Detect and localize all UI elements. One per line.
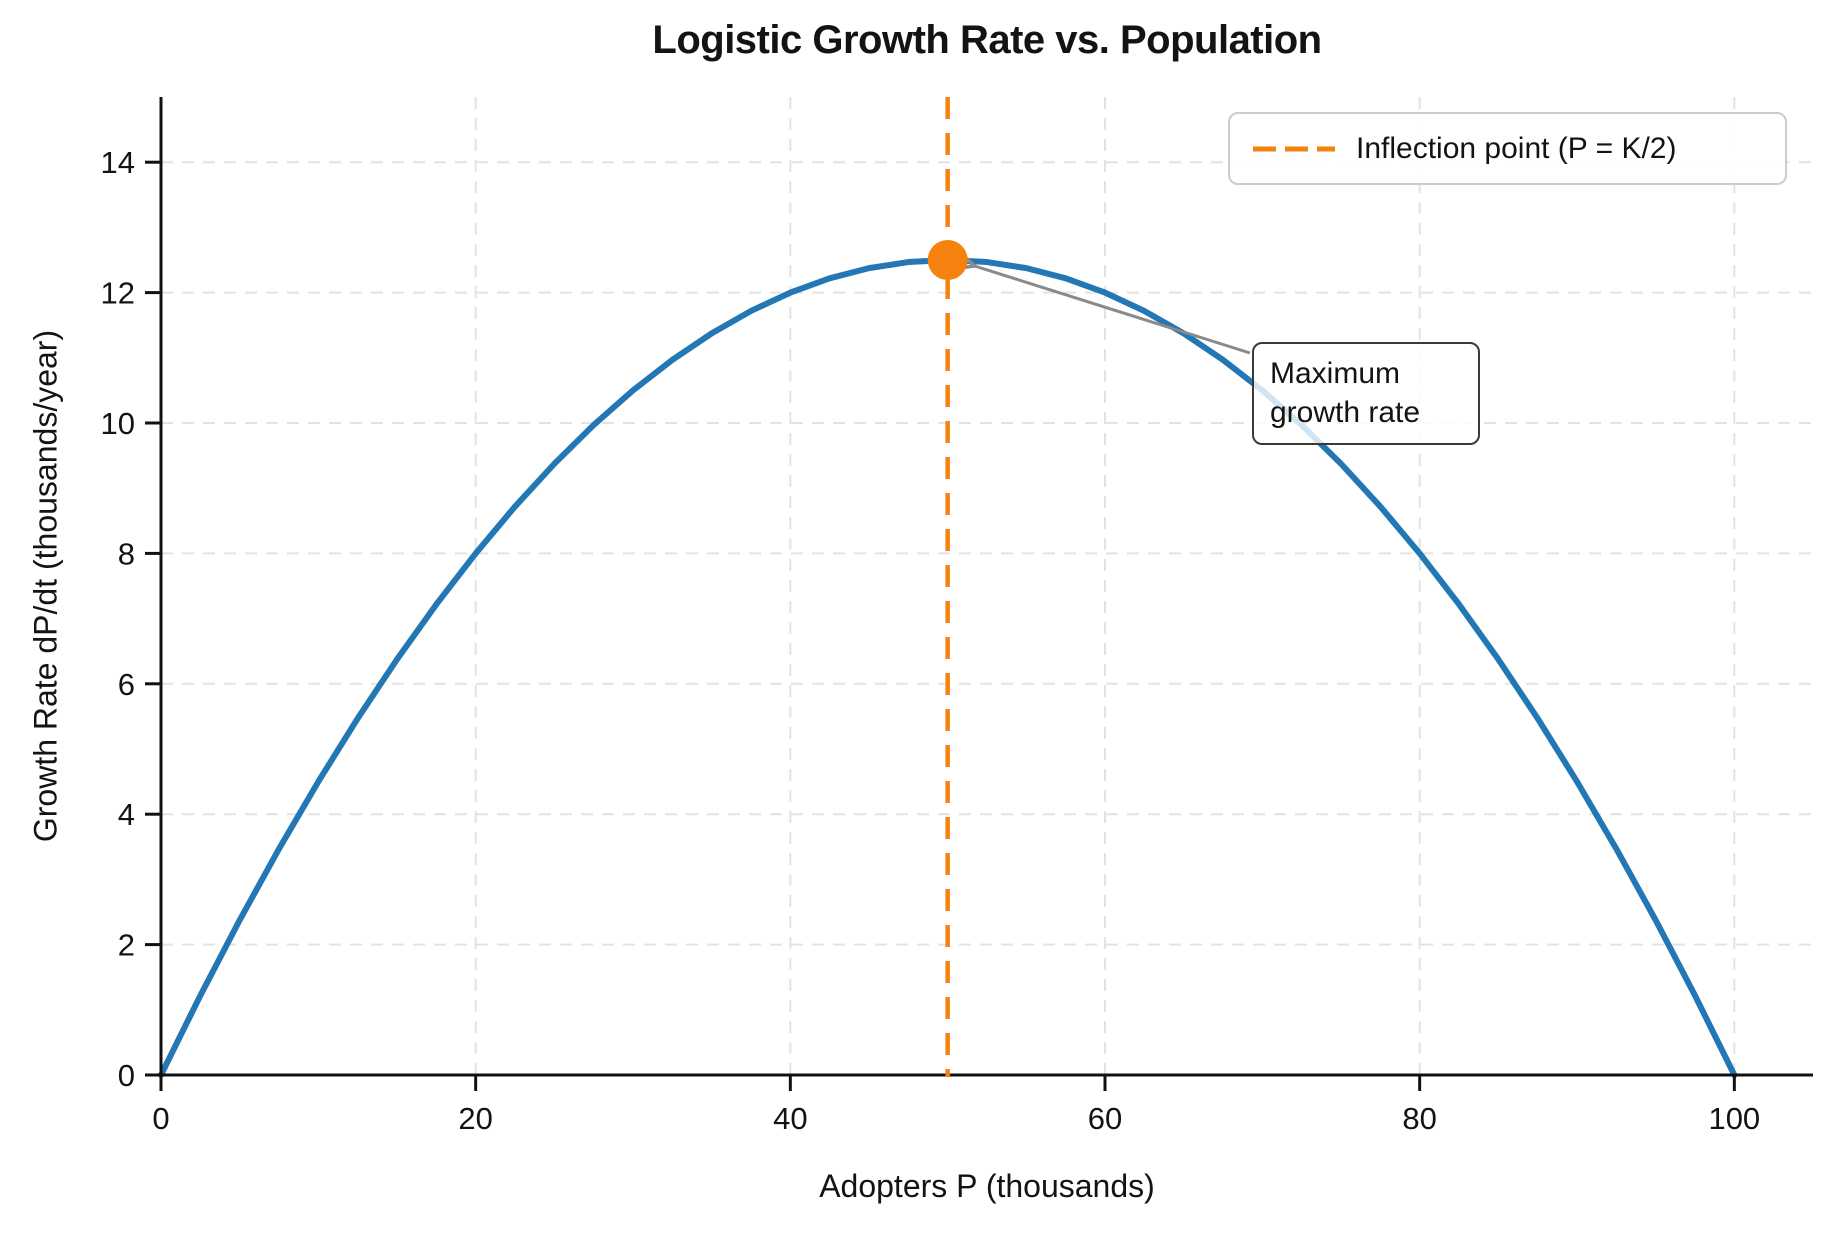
y-tick-label: 0 <box>118 1058 135 1093</box>
x-tick-label: 60 <box>1088 1101 1122 1136</box>
y-tick-label: 10 <box>101 406 135 441</box>
y-tick-label: 6 <box>118 667 135 702</box>
annotation-text-line2: growth rate <box>1270 396 1421 429</box>
x-tick-label: 40 <box>773 1101 807 1136</box>
y-axis-label: Growth Rate dP/dt (thousands/year) <box>27 329 64 843</box>
y-tick-label: 4 <box>118 797 135 832</box>
annotation-text-line1: Maximum <box>1270 357 1401 390</box>
legend-dashed-line-icon <box>1253 146 1335 151</box>
x-axis-label: Adopters P (thousands) <box>819 1168 1155 1204</box>
x-tick-label: 100 <box>1708 1101 1760 1136</box>
annotation-arrow <box>975 266 1251 355</box>
y-tick-label: 8 <box>118 536 135 571</box>
x-tick-label: 20 <box>458 1101 492 1136</box>
x-tick-label: 0 <box>152 1101 169 1136</box>
y-tick-label: 12 <box>101 276 135 311</box>
y-tick-label: 2 <box>118 928 135 963</box>
max-point-marker <box>927 240 968 280</box>
max-growth-annotation: Maximum growth rate <box>1252 342 1480 445</box>
chart-title: Logistic Growth Rate vs. Population <box>652 18 1322 62</box>
y-tick-label: 14 <box>101 145 135 180</box>
legend-entry-label: Inflection point (P = K/2) <box>1356 131 1677 165</box>
legend: Inflection point (P = K/2) <box>1228 112 1787 185</box>
growth-rate-curve <box>158 257 1738 1078</box>
x-tick-label: 80 <box>1402 1101 1436 1136</box>
